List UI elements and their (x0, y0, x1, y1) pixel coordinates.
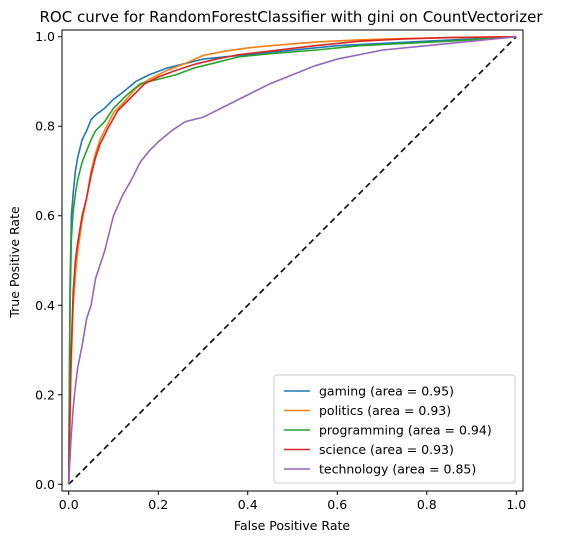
x-tick-label: 0.2 (148, 497, 168, 512)
series-lines (67, 35, 517, 485)
roc-line-gaming (67, 35, 517, 485)
legend-entry-label: programming (area = 0.94) (319, 423, 492, 438)
x-tick-label: 0.8 (417, 497, 437, 512)
x-axis-label: False Positive Rate (234, 518, 350, 533)
x-tick-label: 1.0 (506, 497, 526, 512)
legend-entry-label: politics (area = 0.93) (319, 403, 451, 418)
y-axis-label: True Positive Rate (7, 206, 22, 319)
legend-entry-label: gaming (area = 0.95) (319, 384, 454, 399)
legend-entry-label: science (area = 0.93) (319, 442, 454, 457)
legend-box (273, 374, 516, 484)
y-tick-label: 0.6 (35, 208, 55, 223)
y-tick-label: 0.8 (35, 119, 55, 134)
plot-area (67, 35, 517, 485)
x-tick-label: 0.0 (59, 497, 79, 512)
legend-entry-label: technology (area = 0.85) (319, 462, 476, 477)
x-tick-label: 0.6 (327, 497, 347, 512)
legend: gaming (area = 0.95) politics (area = 0.9… (273, 374, 516, 484)
y-tick-label: 0.0 (35, 477, 55, 492)
roc-line-science (67, 35, 517, 485)
axes-frame (61, 29, 524, 492)
roc-line-programming (67, 35, 517, 485)
y-tick-label: 0.2 (35, 387, 55, 402)
roc-line-politics (67, 35, 517, 485)
x-tick-label: 0.4 (238, 497, 258, 512)
axes: 0.0 0.2 0.4 0.6 0.8 1.0 0.0 0.2 0.4 0.6 0.8 1.0 (35, 29, 526, 512)
roc-line-technology (67, 35, 517, 485)
y-tick-label: 0.4 (35, 298, 55, 313)
chance-diagonal-line (68, 36, 517, 485)
chart-title: ROC curve for RandomForestClassifier wit… (40, 8, 544, 26)
y-tick-label: 1.0 (35, 29, 55, 44)
